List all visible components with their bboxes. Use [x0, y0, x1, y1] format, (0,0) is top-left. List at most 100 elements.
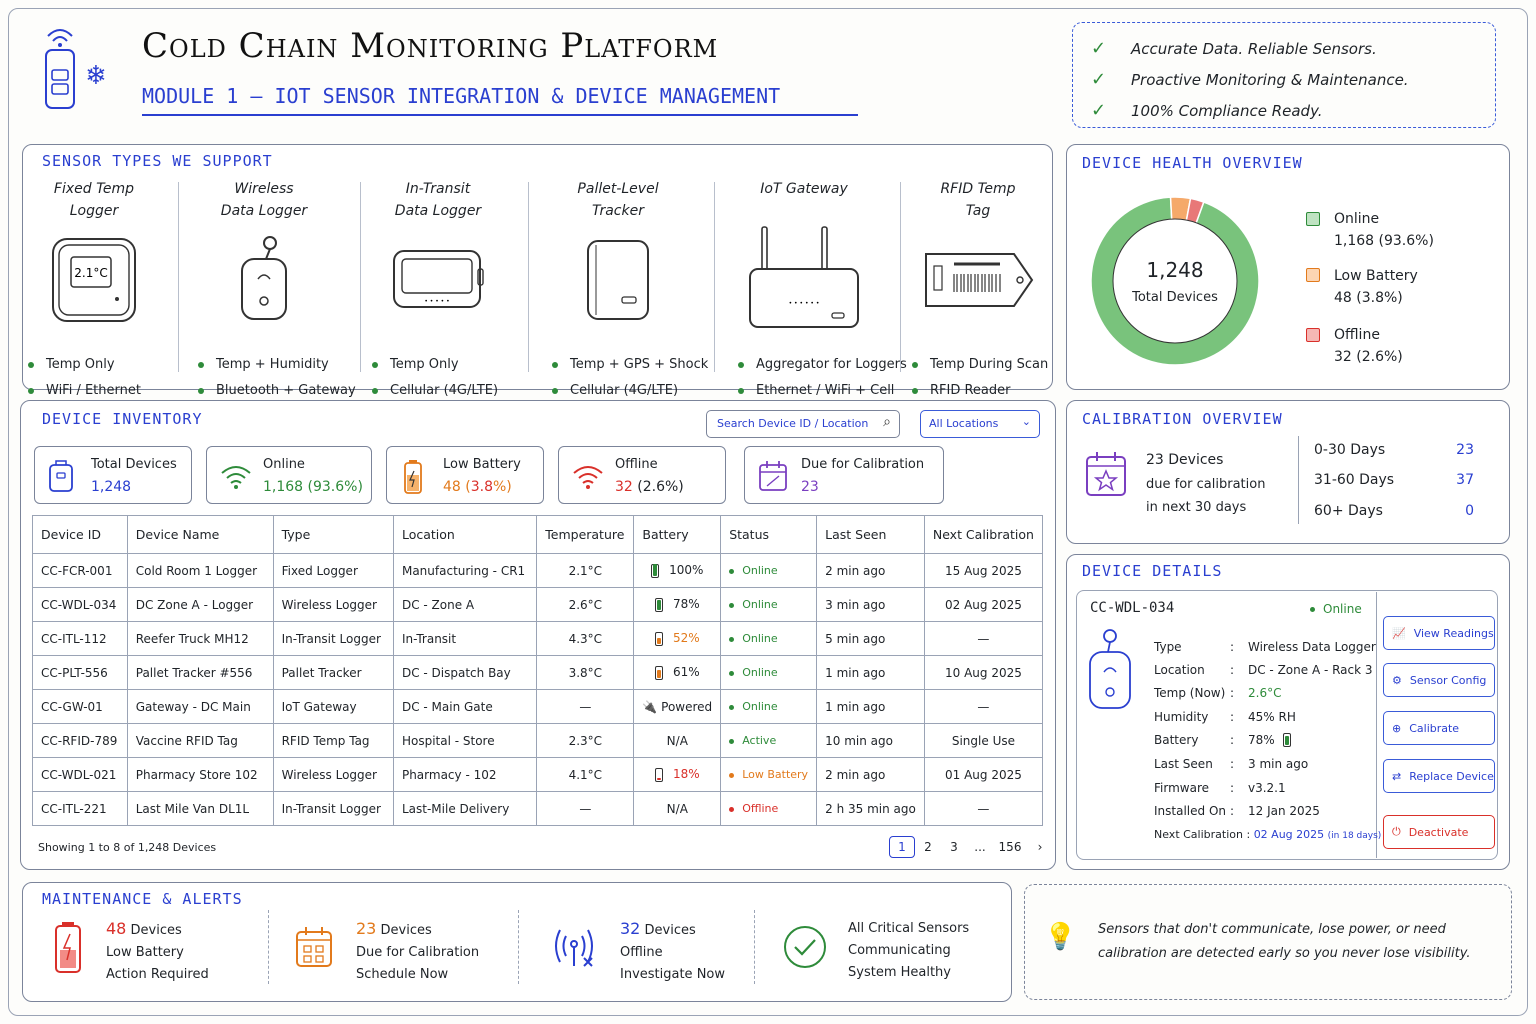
deactivate-button[interactable]: ⏻ Deactivate: [1383, 815, 1495, 849]
sensor-config-button[interactable]: ⚙ Sensor Config: [1383, 663, 1495, 697]
column-header[interactable]: Type: [272, 515, 394, 554]
tip-text: Sensors that don't communicate, lose pow…: [1098, 922, 1471, 961]
battery-icon: [654, 631, 663, 646]
divider: [1298, 436, 1299, 524]
location-filter-select[interactable]: All Locations ⌄: [920, 410, 1040, 438]
page-ellipsis: ...: [974, 840, 986, 854]
crosshair-icon: ⊕: [1392, 721, 1402, 735]
next-page-icon[interactable]: ›: [1037, 840, 1043, 854]
status-dot: [729, 704, 735, 710]
table-row[interactable]: CC-ITL-112 Reefer Truck MH12 In-Transit Lo…: [32, 621, 1044, 656]
table-row[interactable]: CC-ITL-221 Last Mile Van DL1L In-Transit L…: [32, 791, 1044, 826]
next-calibration-cell: Single Use: [923, 723, 1044, 758]
page-3-button[interactable]: 3: [950, 840, 958, 854]
device-detail-card: [1076, 590, 1498, 860]
location-cell: DC - Dispatch Bay: [392, 655, 538, 690]
last-seen-cell: 2 min ago: [816, 757, 925, 792]
table-row[interactable]: CC-GW-01 Gateway - DC Main IoT Gateway DC -…: [32, 689, 1044, 724]
device-id-cell: CC-GW-01: [32, 689, 128, 724]
location-cell: DC - Zone A: [392, 587, 538, 622]
last-seen-cell: 1 min ago: [816, 655, 925, 690]
column-header[interactable]: Battery: [633, 515, 722, 554]
next-calibration-cell: 01 Aug 2025: [923, 757, 1044, 792]
column-header[interactable]: Status: [720, 515, 818, 554]
device-name-cell: Reefer Truck MH12: [126, 621, 274, 656]
detail-status: Online: [1310, 602, 1362, 616]
svg-text:• • • • • •: • • • • • •: [789, 300, 820, 307]
table-row[interactable]: CC-WDL-034 DC Zone A - Logger Wireless Log…: [32, 587, 1044, 622]
legend-low-battery-swatch: [1306, 268, 1320, 282]
status-cell: Offline: [720, 791, 818, 826]
check-icon: ✓: [1091, 69, 1107, 90]
page-title: Cold Chain Monitoring Platform: [142, 26, 719, 66]
page-156-button[interactable]: 156: [998, 840, 1022, 854]
battery-cell: 52%: [633, 621, 722, 656]
divider: [900, 182, 901, 372]
chart-line-icon: 📈: [1392, 626, 1406, 640]
sensor-types-panel: [22, 144, 1053, 390]
rfid-tag-icon: [898, 226, 1058, 334]
column-header[interactable]: Temperature: [536, 515, 635, 554]
wifi-icon: [221, 466, 251, 489]
divider: [268, 910, 269, 984]
device-name-cell: Pharmacy Store 102: [126, 757, 274, 792]
sensor-type-wireless-logger: Wireless Data Logger Temp + Humidity Bluet…: [184, 178, 356, 404]
legend-low-battery: Low Battery 48 (3.8%): [1334, 268, 1418, 306]
last-seen-cell: 2 h 35 min ago: [816, 791, 925, 826]
health-donut-chart: [1090, 196, 1260, 366]
view-readings-button[interactable]: 📈 View Readings: [1383, 616, 1495, 650]
detail-field: Humidity:45% RH: [1154, 710, 1296, 724]
legend-offline-swatch: [1306, 328, 1320, 342]
calibration-line2: due for calibration: [1146, 477, 1266, 492]
status-dot: [729, 670, 735, 676]
location-cell: Hospital - Store: [392, 723, 538, 758]
table-row[interactable]: CC-FCR-001 Cold Room 1 Logger Fixed Logger…: [32, 553, 1044, 588]
wireless-logger-icon: [1089, 629, 1131, 709]
legend-online: Online 1,168 (93.6%): [1334, 211, 1434, 249]
calibration-range-row: 60+ Days 0: [1314, 503, 1474, 519]
column-header[interactable]: Device Name: [126, 515, 274, 554]
fixed-logger-icon: 2.1°C: [14, 226, 174, 334]
search-input[interactable]: Search Device ID / Location ⌕: [706, 410, 900, 438]
health-total-value: 1,248: [1146, 258, 1204, 282]
device-id-cell: CC-ITL-112: [32, 621, 128, 656]
check-icon: ✓: [1091, 100, 1107, 121]
battery-icon: [654, 597, 663, 612]
page-1-button[interactable]: 1: [889, 836, 915, 858]
divider: [1376, 592, 1377, 858]
replace-device-button[interactable]: ⇄ Replace Device: [1383, 759, 1495, 793]
search-icon: ⌕: [883, 414, 891, 430]
detail-field: Firmware: v3.2.1: [1154, 781, 1286, 795]
alert-offline: 32 Devices Offline Investigate Now: [620, 919, 726, 982]
power-icon: ⏻: [1392, 825, 1401, 838]
table-row[interactable]: CC-RFID-789 Vaccine RFID Tag RFID Temp Tag…: [32, 723, 1044, 758]
temperature-cell: 4.1°C: [536, 757, 635, 792]
column-header[interactable]: Location: [392, 515, 538, 554]
last-seen-cell: 10 min ago: [816, 723, 925, 758]
location-cell: Pharmacy - 102: [392, 757, 538, 792]
stat-total-devices: Total Devices 1,248: [34, 446, 192, 504]
location-cell: Manufacturing - CR1: [392, 553, 538, 588]
chevron-down-icon: ⌄: [1021, 415, 1031, 428]
detail-field: Location: DC - Zone A - Rack 3: [1154, 663, 1373, 677]
column-header[interactable]: Next Calibration: [923, 515, 1044, 554]
alert-due-calibration: 23 Devices Due for Calibration Schedule No…: [356, 919, 480, 982]
column-header[interactable]: Device ID: [32, 515, 128, 554]
table-row[interactable]: CC-PLT-556 Pallet Tracker #556 Pallet Trac…: [32, 655, 1044, 690]
calibrate-button[interactable]: ⊕ Calibrate: [1383, 711, 1495, 745]
battery-cell: 18%: [633, 757, 722, 792]
signal-off-icon: [555, 929, 593, 967]
table-row[interactable]: CC-WDL-021 Pharmacy Store 102 Wireless Log…: [32, 757, 1044, 792]
device-inventory-title: DEVICE INVENTORY: [42, 410, 203, 428]
column-header[interactable]: Last Seen: [816, 515, 925, 554]
lightbulb-icon: 💡: [1044, 922, 1077, 952]
sensor-type-iot-gateway: IoT Gateway • • • • • • Aggregator for L…: [724, 178, 907, 404]
device-name-cell: Vaccine RFID Tag: [126, 723, 274, 758]
device-details-title: DEVICE DETAILS: [1082, 562, 1223, 580]
wireless-logger-icon: [184, 226, 344, 334]
divider: [714, 182, 715, 372]
tagline-item: ✓ 100% Compliance Ready.: [1091, 100, 1323, 121]
calibration-count: 23 Devices: [1146, 452, 1224, 468]
calibration-panel: [1066, 400, 1510, 544]
page-2-button[interactable]: 2: [924, 840, 932, 854]
